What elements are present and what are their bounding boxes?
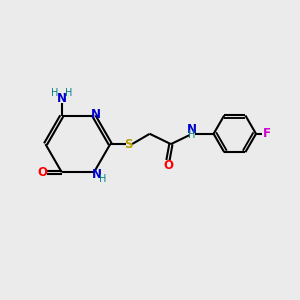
Text: O: O — [163, 159, 173, 172]
Text: S: S — [124, 138, 133, 151]
Text: H: H — [99, 174, 106, 184]
Text: H: H — [51, 88, 58, 98]
Text: F: F — [263, 127, 271, 140]
Text: N: N — [91, 107, 101, 121]
Text: H: H — [65, 88, 72, 98]
Text: N: N — [92, 168, 101, 181]
Text: N: N — [187, 123, 197, 136]
Text: O: O — [38, 166, 47, 179]
Text: N: N — [57, 92, 67, 105]
Text: H: H — [188, 130, 195, 140]
